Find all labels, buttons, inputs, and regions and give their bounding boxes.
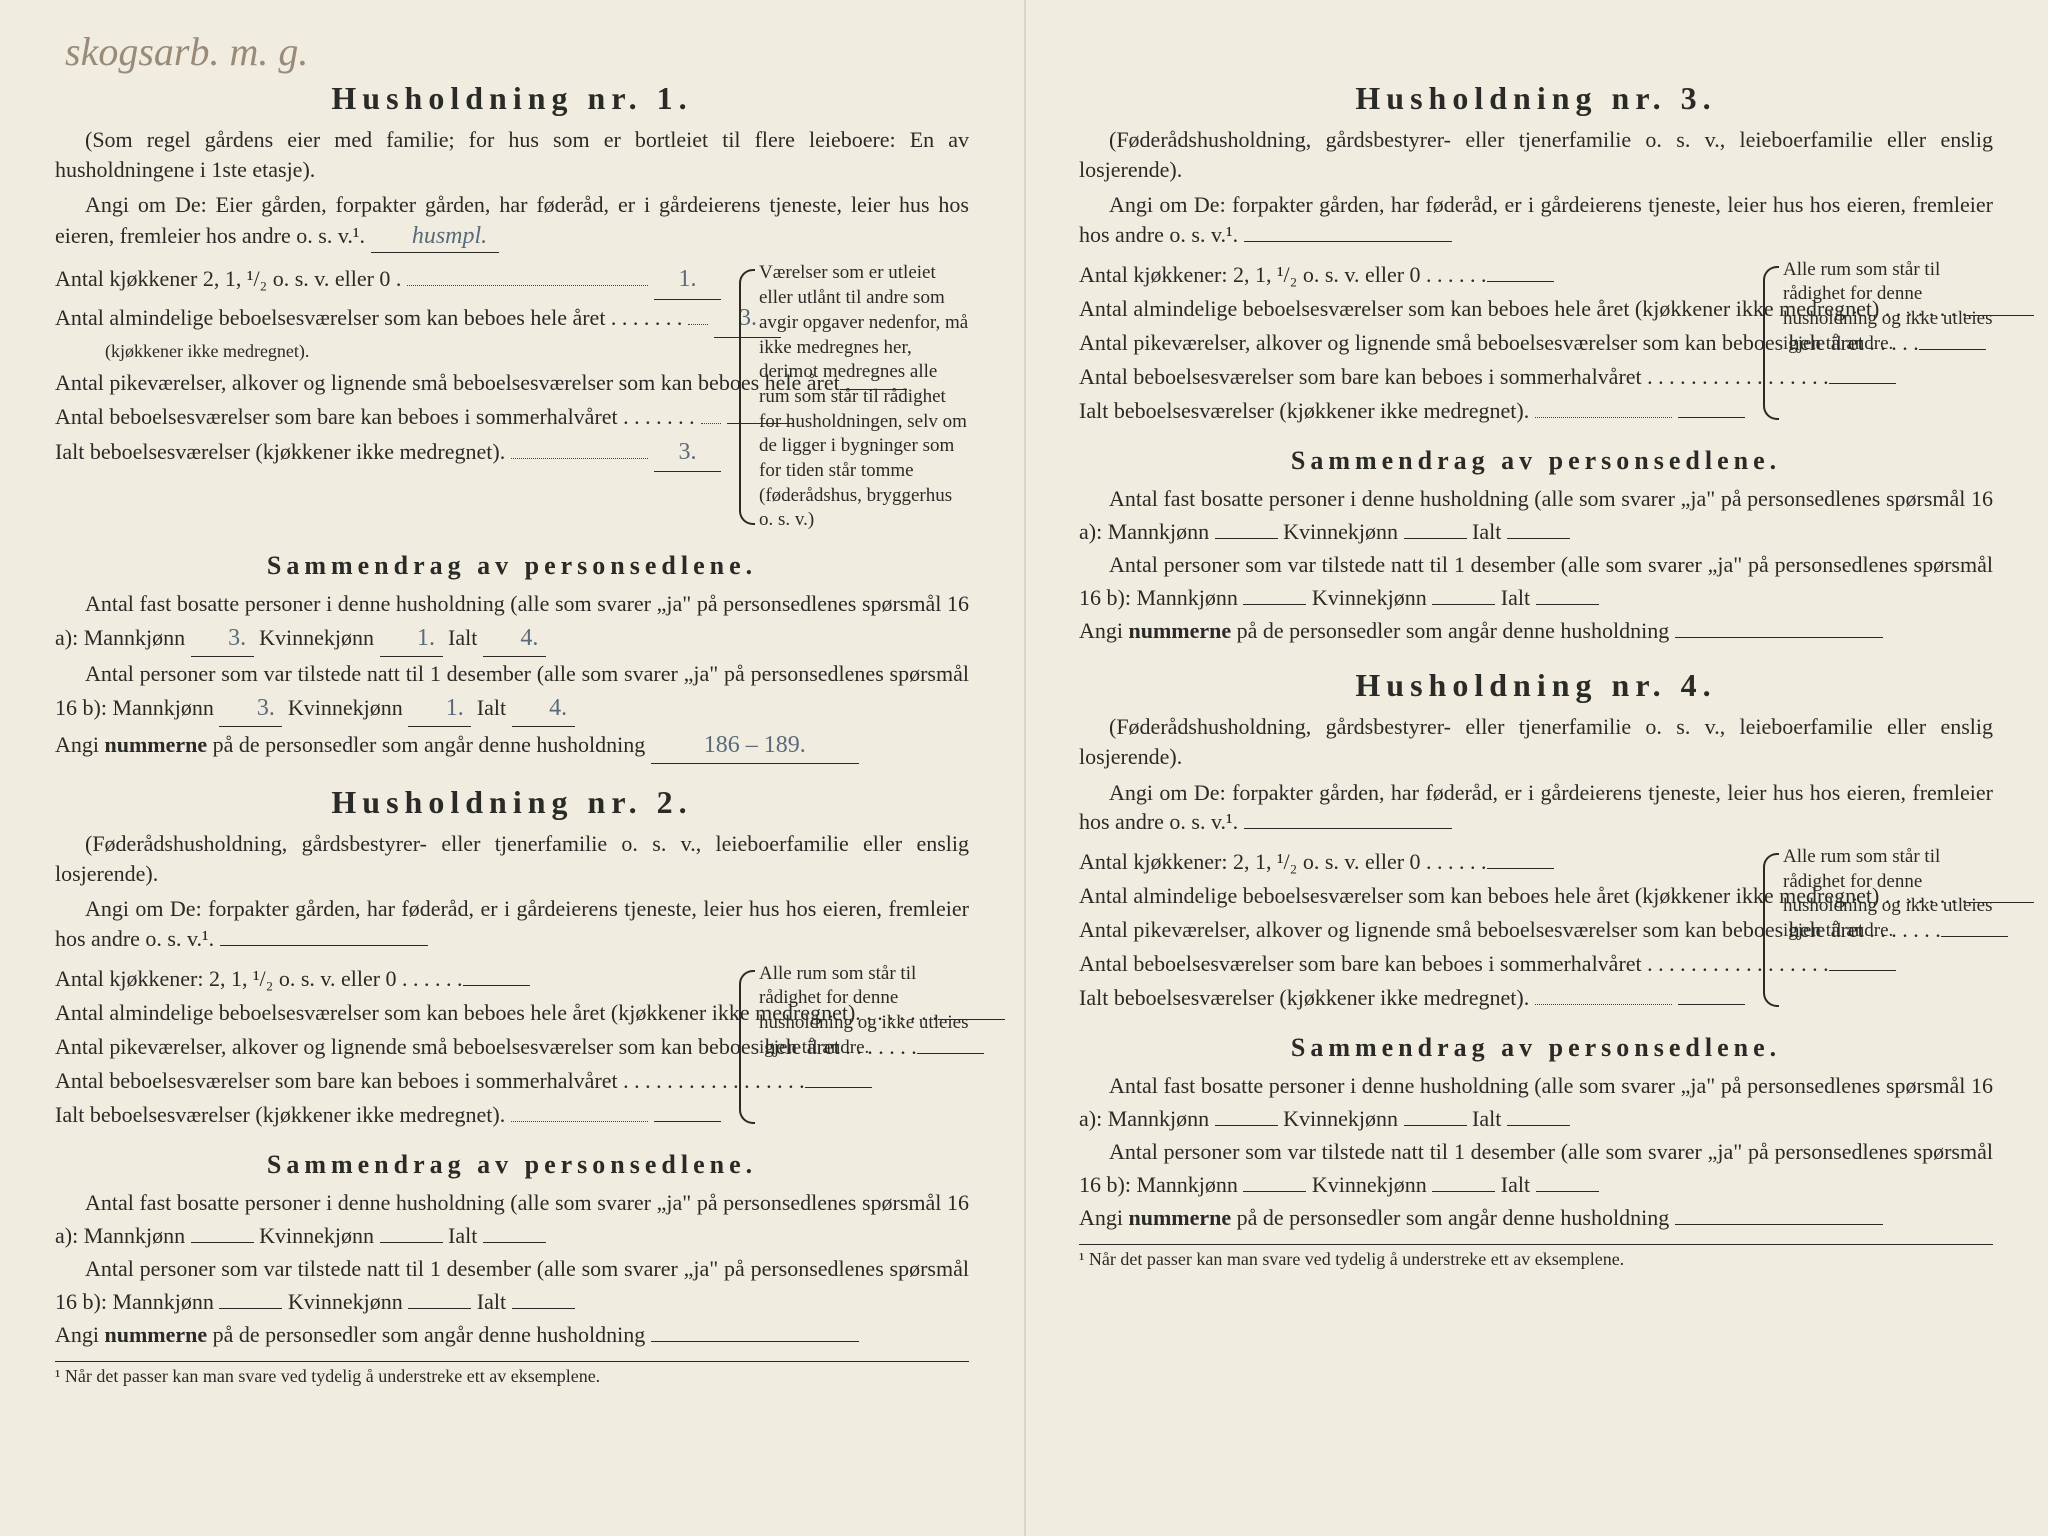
row-ordinary-rooms: Antal almindelige beboelsesværelser som … [55, 300, 721, 338]
row-maid-rooms: Antal pikeværelser, alkover og lignende … [1079, 913, 1745, 947]
angi-line: Angi om De: Eier gården, forpakter gårde… [55, 190, 969, 253]
summary-title: Sammendrag av personsedlene. [55, 551, 969, 581]
row-total-rooms: Ialt beboelsesværelser (kjøkkener ikke m… [55, 434, 721, 472]
summary-16b: Antal personer som var tilstede natt til… [1079, 1135, 1993, 1201]
right-page: Husholdning nr. 3. (Føderådshusholdning,… [1024, 0, 2048, 1536]
sidenote-brace: Værelser som er utleiet eller utlånt til… [739, 261, 969, 533]
census-form-page: skogsarb. m. g. Husholdning nr. 1. (Som … [0, 0, 2048, 1536]
numbers-line: Angi nummerne på de personsedler som ang… [1079, 614, 1993, 647]
footnote: ¹ Når det passer kan man svare ved tydel… [1079, 1249, 1993, 1270]
household-title: Husholdning nr. 2. [55, 784, 969, 821]
angi-line: Angi om De: forpakter gården, har føderå… [1079, 778, 1993, 837]
row-kitchens: Antal kjøkkener: 2, 1, ¹/₂ o. s. v. elle… [1079, 845, 1745, 879]
household-title: Husholdning nr. 1. [55, 80, 969, 117]
row-maid-rooms: Antal pikeværelser, alkover og lignende … [55, 1030, 721, 1064]
row-kitchens: Antal kjøkkener: 2, 1, ¹/₂ o. s. v. elle… [55, 962, 721, 996]
household-desc: (Føderådshusholdning, gårdsbestyrer- ell… [1079, 712, 1993, 771]
summary-title: Sammendrag av personsedlene. [1079, 1033, 1993, 1063]
row-ordinary-rooms: Antal almindelige beboelsesværelser som … [1079, 879, 1745, 913]
row-kitchens: Antal kjøkkener 2, 1, ¹/₂ o. s. v. eller… [55, 261, 721, 299]
household-title: Husholdning nr. 3. [1079, 80, 1993, 117]
row-ordinary-rooms: Antal almindelige beboelsesværelser som … [55, 996, 721, 1030]
summary-16b: Antal personer som var tilstede natt til… [1079, 548, 1993, 614]
summary-16b: Antal personer som var tilstede natt til… [55, 1252, 969, 1318]
numbers-line: Angi nummerne på de personsedler som ang… [1079, 1201, 1993, 1234]
row-maid-rooms: Antal pikeværelser, alkover og lignende … [55, 366, 721, 400]
footnote-rule [55, 1361, 969, 1362]
sidenote-brace: Alle rum som står til rådighet for denne… [1763, 258, 1993, 428]
household-4: Husholdning nr. 4. (Føderådshusholdning,… [1079, 667, 1993, 1234]
row-summer-rooms: Antal beboelsesværelser som bare kan beb… [55, 1064, 721, 1098]
household-desc: (Som regel gårdens eier med familie; for… [55, 125, 969, 184]
household-title: Husholdning nr. 4. [1079, 667, 1993, 704]
row-kitchens: Antal kjøkkener: 2, 1, ¹/₂ o. s. v. elle… [1079, 258, 1745, 292]
row-summer-rooms: Antal beboelsesværelser som bare kan beb… [55, 400, 721, 434]
val-kitchens: 1. [654, 261, 721, 299]
room-rows: Antal kjøkkener: 2, 1, ¹/₂ o. s. v. elle… [1079, 845, 1745, 1015]
sidenote-brace: Alle rum som står til rådighet for denne… [739, 962, 969, 1132]
room-rows: Antal kjøkkener: 2, 1, ¹/₂ o. s. v. elle… [1079, 258, 1745, 428]
row-summer-rooms: Antal beboelsesværelser som bare kan beb… [1079, 360, 1745, 394]
row-total-rooms: Ialt beboelsesværelser (kjøkkener ikke m… [1079, 394, 1745, 428]
numbers-line: Angi nummerne på de personsedler som ang… [55, 1318, 969, 1351]
summary-16a: Antal fast bosatte personer i denne hush… [55, 587, 969, 657]
left-page: Husholdning nr. 1. (Som regel gårdens ei… [0, 0, 1024, 1536]
numbers-line: Angi nummerne på de personsedler som ang… [55, 727, 969, 764]
household-2: Husholdning nr. 2. (Føderådshusholdning,… [55, 784, 969, 1351]
row-sublabel: (kjøkkener ikke medregnet). [55, 338, 721, 366]
room-rows: Antal kjøkkener: 2, 1, ¹/₂ o. s. v. elle… [55, 962, 721, 1132]
sidenote-brace: Alle rum som står til rådighet for denne… [1763, 845, 1993, 1015]
row-ordinary-rooms: Antal almindelige beboelsesværelser som … [1079, 292, 1745, 326]
summary-16a: Antal fast bosatte personer i denne hush… [1079, 1069, 1993, 1135]
household-desc: (Føderådshusholdning, gårdsbestyrer- ell… [55, 829, 969, 888]
household-1: Husholdning nr. 1. (Som regel gårdens ei… [55, 80, 969, 764]
summary-title: Sammendrag av personsedlene. [55, 1150, 969, 1180]
summary-16b: Antal personer som var tilstede natt til… [55, 657, 969, 727]
household-3: Husholdning nr. 3. (Føderådshusholdning,… [1079, 80, 1993, 647]
household-desc: (Føderådshusholdning, gårdsbestyrer- ell… [1079, 125, 1993, 184]
footnote-rule [1079, 1244, 1993, 1245]
footnote: ¹ Når det passer kan man svare ved tydel… [55, 1366, 969, 1387]
room-rows: Antal kjøkkener 2, 1, ¹/₂ o. s. v. eller… [55, 261, 721, 533]
row-summer-rooms: Antal beboelsesværelser som bare kan beb… [1079, 947, 1745, 981]
angi-handwriting: husmpl. [371, 220, 499, 253]
angi-line: Angi om De: forpakter gården, har føderå… [1079, 190, 1993, 249]
summary-16a: Antal fast bosatte personer i denne hush… [1079, 482, 1993, 548]
angi-line: Angi om De: forpakter gården, har føderå… [55, 894, 969, 953]
row-maid-rooms: Antal pikeværelser, alkover og lignende … [1079, 326, 1745, 360]
val-total: 3. [654, 434, 721, 472]
row-total-rooms: Ialt beboelsesværelser (kjøkkener ikke m… [1079, 981, 1745, 1015]
summary-16a: Antal fast bosatte personer i denne hush… [55, 1186, 969, 1252]
row-total-rooms: Ialt beboelsesværelser (kjøkkener ikke m… [55, 1098, 721, 1132]
summary-title: Sammendrag av personsedlene. [1079, 446, 1993, 476]
